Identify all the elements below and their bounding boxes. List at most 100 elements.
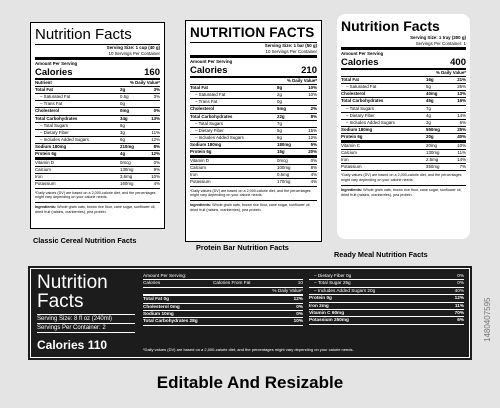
nutrient-name: Cholesterol 0mg (143, 303, 180, 309)
nutrient-dv: 6% (457, 317, 464, 323)
nutrient-amount: 0mcg (277, 158, 288, 164)
nutrient-name: Protein 0g (309, 295, 332, 301)
calories-label: Calories (190, 65, 228, 77)
nutrient-dv: 14% (457, 112, 466, 118)
nutrient-rows: Vitamin D 0mcg 0% Calcium 130mg 9% Iron 3.6mg 10… (35, 158, 160, 189)
nutrient-name: Vitamin D (190, 158, 209, 164)
nutrient-name: Potassium (35, 181, 56, 187)
nutrient-row: Total Fat 8g 10% (190, 85, 317, 93)
nutrient-dv: 0% (296, 311, 303, 317)
nutrient-amount: 16g (426, 77, 434, 83)
nutrient-name: Vitamin C 60mg (309, 310, 345, 316)
nutrient-row: Vitamin C 60mg 70% (309, 310, 464, 318)
nutrient-name: Cholesterol (190, 106, 215, 112)
watermark: 1480407595 (483, 297, 492, 343)
dv-header: % Daily Value* (435, 70, 466, 76)
nutrient-name: Total Fat (35, 87, 53, 93)
nutrient-row: Total Carbohydrates 22g 8% (190, 114, 317, 121)
nutrient-amount: 5mg (277, 106, 287, 112)
nutrient-row: Total Carbohydrates 28g 10% (143, 318, 303, 326)
calories-from-fat: Calories From Fat (213, 280, 251, 286)
amount-per-serving: Amount Per Serving (341, 51, 384, 56)
nutrient-dv (301, 99, 317, 105)
horizontal-label: Nutrition Facts Serving Size: 8 fl oz (24… (28, 266, 472, 360)
nutrient-amount: 0.6mg (277, 172, 290, 178)
nutrient-name: Iron (341, 157, 349, 163)
calories-row: Calories 210 (190, 65, 317, 79)
nutrient-name: – Saturated Fat (346, 84, 377, 90)
nutrient-amount: 8g (277, 85, 283, 91)
nutrient-dv (144, 101, 160, 107)
nutrient-dv: 10% (293, 318, 303, 324)
dv-header-row: % Daily Value* (190, 78, 317, 86)
nutrient-amount: 130mg (426, 150, 440, 156)
nutrient-name: Iron 2mg (309, 302, 329, 308)
nutrient-row: Iron 0.6mg 4% (190, 172, 317, 180)
nutrient-name: – Total Sugars (346, 105, 374, 111)
nutrient-row: Total Fat 2g 3% (35, 87, 160, 95)
nutrient-row: – Dietary Fiber 4g 14% (341, 113, 466, 120)
nutrient-name: Calcium (341, 150, 357, 156)
dv-header: % Daily Value* (272, 287, 303, 293)
serving-size: Serving Size: 1 cup (40 g) (106, 45, 160, 50)
nutrient-row: – Saturated Fat 0.5g 3% (35, 94, 160, 102)
nutrient-dv: 0% (153, 160, 160, 166)
nutrient-amount: 7g (426, 105, 431, 111)
dv-header: % Daily Value* (286, 78, 317, 84)
nutrient-name: Total Carbohydrates (190, 113, 233, 119)
nutrient-name: Cholesterol (35, 108, 60, 114)
nutrient-row: Potassium 160mg 4% (35, 181, 160, 189)
nutrient-name: – Trans Fat (195, 99, 218, 105)
nutrition-label: Nutrition Facts Serving Size: 1 tray (300… (337, 14, 470, 239)
nutrient-name: Potassium (341, 164, 362, 170)
label-title: NUTRITION FACTS (190, 24, 317, 43)
nutrient-name: – Includes Added Sugars 20g (314, 287, 376, 293)
nutrient-dv (301, 121, 317, 127)
nutrient-row: – Dietary Fiber 0g 0% (309, 273, 464, 281)
nutrient-dv: 14% (457, 157, 466, 163)
nutrient-row: Calcium 130mg 9% (35, 167, 160, 175)
nutrition-label: Nutrition Facts Serving Size: 1 cup (40 g… (30, 22, 165, 229)
nutrient-dv: 4% (153, 181, 160, 187)
nutrient-dv: 4% (310, 172, 317, 178)
nutrient-dv: 0% (310, 158, 317, 164)
nutrient-name: – Total Sugars (195, 120, 223, 126)
nutrient-row: – Total Sugar 25g 0% (309, 280, 464, 288)
nutrient-name: Protein 6g (341, 133, 363, 139)
nutrient-name: – Includes Added Sugars (346, 119, 395, 125)
nutrient-row: Total Fat 16g 21% (341, 77, 466, 85)
nutrient-name: Total Fat (341, 77, 359, 83)
nutrient-row: Protein 6g 4g 12% (35, 151, 160, 159)
nutrient-amount: 100mg (277, 165, 291, 171)
nutrient-amount: 0mg (120, 108, 130, 114)
ingredients-text: Whole grain oats, brown rice flour, cane… (35, 205, 156, 214)
nutrient-name: – Dietary Fiber (40, 129, 69, 135)
calories-label: Calories (341, 57, 379, 69)
nutrient-row: Cholesterol 5mg 2% (190, 106, 317, 114)
nutrient-dv: 9% (153, 167, 160, 173)
panel-footnote: *Daily values (DV) are based on a 2,000-… (143, 347, 354, 352)
nutrient-dv: 12% (151, 151, 160, 157)
nutrient-row: – Includes Added Sugars 6g 12% (190, 135, 317, 142)
ingredients-text: Whole grain oats, brown rice flour, cane… (341, 188, 462, 197)
nutrient-name: Total Carbohydrates 28g (143, 318, 198, 324)
servings: Servings Per Container: 1 (341, 41, 466, 50)
nutrient-row: Cholesterol 0mg 0% (143, 303, 303, 312)
nutrient-amount: 45g (426, 98, 434, 104)
nutrient-dv: 25% (457, 84, 466, 90)
nutrient-amount: 3.6mg (120, 174, 133, 180)
ingredients-label: Ingredients: (35, 205, 57, 210)
nutrient-row: Protein 0g 12% (309, 295, 464, 303)
nutrient-name: – Total Sugar 25g (314, 280, 351, 286)
nutrient-name: Potassium (190, 179, 211, 185)
nutrient-dv: 25% (457, 126, 466, 132)
nutrient-amount: 6g (120, 136, 125, 142)
nutrient-amount: 5g (277, 127, 282, 133)
nutrient-dv: 3% (153, 94, 160, 100)
nutrient-amount: 180mg (277, 141, 291, 147)
nutrient-name: – Includes Added Sugars (195, 134, 244, 140)
calories-label: Calories (143, 280, 161, 286)
nutrient-amount: 350mg (426, 164, 440, 170)
nutrient-name: Vitamin D (35, 160, 54, 166)
nutrient-name: Sodium 180mg (341, 126, 373, 132)
